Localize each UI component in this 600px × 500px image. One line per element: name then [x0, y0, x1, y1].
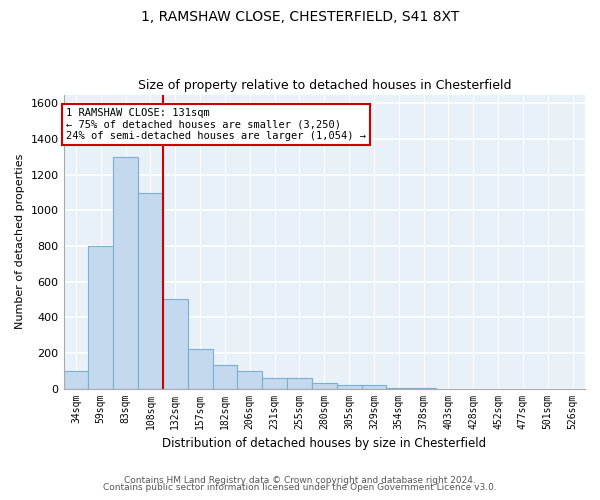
Title: Size of property relative to detached houses in Chesterfield: Size of property relative to detached ho… [137, 79, 511, 92]
Text: Contains HM Land Registry data © Crown copyright and database right 2024.: Contains HM Land Registry data © Crown c… [124, 476, 476, 485]
Bar [88, 246, 113, 388]
Bar [362, 385, 386, 388]
X-axis label: Distribution of detached houses by size in Chesterfield: Distribution of detached houses by size … [162, 437, 487, 450]
Bar [337, 385, 362, 388]
Bar [312, 383, 337, 388]
Bar [113, 157, 138, 388]
Text: 1, RAMSHAW CLOSE, CHESTERFIELD, S41 8XT: 1, RAMSHAW CLOSE, CHESTERFIELD, S41 8XT [141, 10, 459, 24]
Bar [287, 378, 312, 388]
Bar [188, 350, 212, 389]
Bar [138, 192, 163, 388]
Bar [64, 370, 88, 388]
Bar [238, 370, 262, 388]
Text: Contains public sector information licensed under the Open Government Licence v3: Contains public sector information licen… [103, 484, 497, 492]
Bar [262, 378, 287, 388]
Y-axis label: Number of detached properties: Number of detached properties [15, 154, 25, 329]
Bar [163, 300, 188, 388]
Text: 1 RAMSHAW CLOSE: 131sqm
← 75% of detached houses are smaller (3,250)
24% of semi: 1 RAMSHAW CLOSE: 131sqm ← 75% of detache… [66, 108, 366, 141]
Bar [212, 366, 238, 388]
